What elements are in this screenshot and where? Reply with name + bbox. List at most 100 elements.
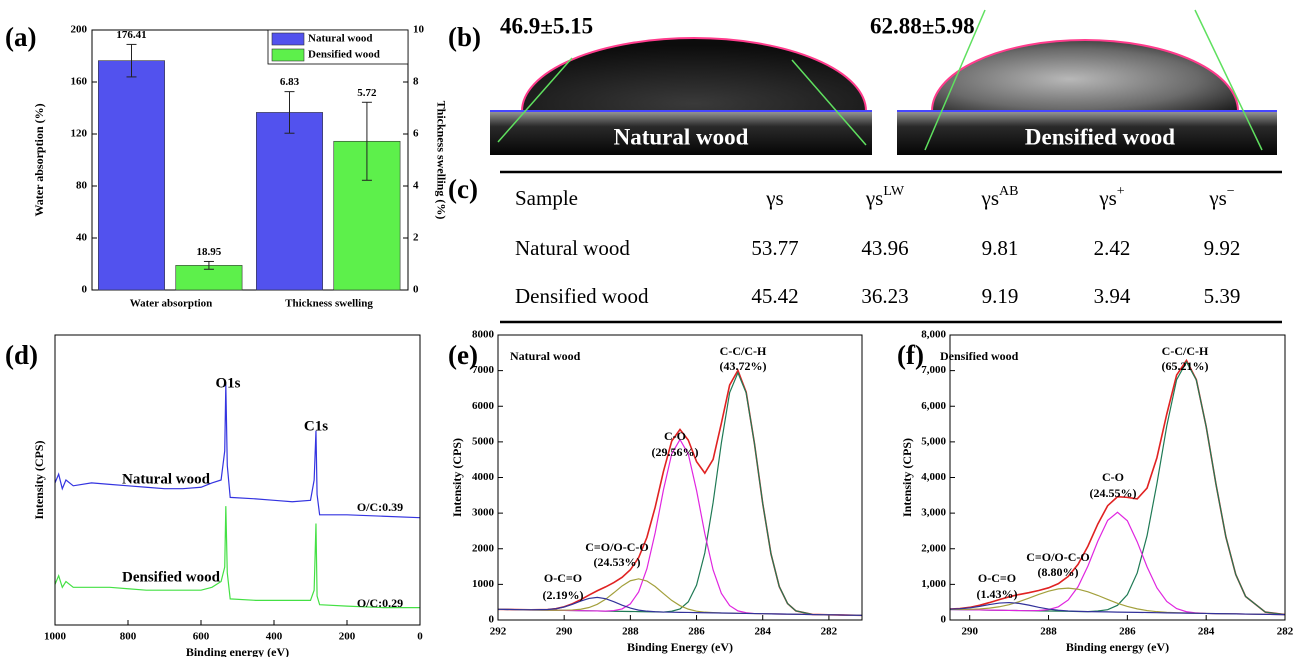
x-tick-label: 400 [266, 631, 283, 643]
series-label: Densified wood [122, 569, 221, 585]
y2-axis-label: Thickness swelling (%) [434, 101, 448, 220]
series-detail: (43.72%) [720, 359, 767, 373]
x-tick-label: 288 [1040, 626, 1057, 638]
series-detail: (24.55%) [1090, 486, 1137, 500]
y2-tick-label: 0 [413, 284, 419, 296]
y-tick-label: 3000 [472, 507, 495, 519]
series-detail: O/C:0.29 [357, 596, 403, 610]
legend-label: Densified wood [308, 49, 380, 61]
y-tick-label: 120 [71, 128, 88, 140]
x-tick-label: Thickness swelling [285, 298, 373, 310]
annotation: O1s [215, 375, 240, 391]
header-symbol: γs [1098, 186, 1116, 210]
header-symbol: γs [865, 186, 883, 210]
legend-swatch [272, 49, 304, 61]
series-label: C-O [664, 429, 686, 443]
y-tick-label: 7000 [472, 364, 495, 376]
table-cell: 36.23 [861, 284, 908, 308]
series-detail: (65.21%) [1162, 359, 1209, 373]
x-tick-label: 288 [622, 626, 639, 638]
y-tick-label: 2,000 [921, 542, 946, 554]
y-tick-label: 0 [489, 614, 495, 626]
table-cell: 43.96 [861, 236, 908, 260]
x-tick-label: 284 [754, 626, 771, 638]
panel-label: (c) [448, 174, 478, 204]
series-detail: (2.19%) [543, 588, 584, 602]
y-tick-label: 0 [941, 614, 947, 626]
value-label: 18.95 [197, 246, 222, 258]
annotation: Natural wood [510, 349, 581, 363]
header-superscript: − [1227, 184, 1235, 199]
table-header: γsAB [981, 184, 1019, 210]
table-cell: 45.42 [751, 284, 798, 308]
header-symbol: γs [1208, 186, 1226, 210]
y-tick-label: 8000 [472, 329, 495, 341]
y-tick-label: 200 [71, 24, 88, 36]
x-tick-label: 800 [120, 631, 137, 643]
y-tick-label: 160 [71, 76, 88, 88]
series-label: C-C/C-H [720, 344, 767, 358]
figure: (b) Natural wood 46.9±5.15 Densified woo… [0, 0, 1298, 657]
table-header: Sample [515, 186, 578, 210]
y-tick-label: 6,000 [921, 400, 946, 412]
panel-label: (a) [5, 22, 36, 52]
x-tick-label: 290 [961, 626, 978, 638]
table-cell: 3.94 [1094, 284, 1131, 308]
series-label: C=O/O-C-O [1026, 550, 1090, 564]
x-axis-label: Binding Energy (eV) [627, 640, 733, 654]
header-symbol: γs [981, 186, 999, 210]
y-tick-label: 2000 [472, 542, 495, 554]
table-cell: Densified wood [515, 284, 649, 308]
y-tick-label: 6000 [472, 400, 495, 412]
series-detail: (24.53%) [594, 555, 641, 569]
x-tick-label: 0 [417, 631, 423, 643]
table-header: γs− [1208, 184, 1234, 210]
contact-angle: 62.88±5.98 [870, 13, 975, 38]
value-label: 6.83 [280, 76, 300, 88]
y-tick-label: 4000 [472, 471, 495, 483]
legend-swatch [272, 33, 304, 45]
y-tick-label: 4,000 [921, 471, 946, 483]
x-tick-label: 286 [688, 626, 705, 638]
x-tick-label: 282 [1277, 626, 1294, 638]
x-tick-label: 1000 [44, 631, 67, 643]
series-detail: (8.80%) [1038, 565, 1079, 579]
x-axis-label: Binding energy (eV) [186, 645, 289, 657]
table-cell: 9.92 [1204, 236, 1241, 260]
series-label: O-C=O [544, 571, 582, 585]
x-tick-label: 292 [490, 626, 507, 638]
panel-label: (d) [5, 340, 38, 370]
table-cell: 9.19 [982, 284, 1019, 308]
y-tick-label: 7,000 [921, 364, 946, 376]
table-cell: 53.77 [751, 236, 798, 260]
y-axis-label: Intensity (CPS) [450, 438, 464, 517]
y-tick-label: 5,000 [921, 435, 946, 447]
series-label: C-O [1102, 470, 1124, 484]
series-label: C=O/O-C-O [585, 540, 649, 554]
y-axis-label: Intensity (CPS) [32, 440, 46, 519]
value-label: 176.41 [116, 29, 146, 41]
series-label: Natural wood [122, 471, 211, 487]
x-tick-label: 600 [193, 631, 210, 643]
table-header: γs [765, 186, 783, 210]
y-tick-label: 80 [76, 180, 88, 192]
y-tick-label: 5000 [472, 435, 495, 447]
y-tick-label: 0 [82, 284, 88, 296]
x-tick-label: 290 [556, 626, 573, 638]
image-caption: Natural wood [614, 124, 749, 149]
x-tick-label: 200 [339, 631, 356, 643]
series-label: O-C=O [978, 571, 1016, 585]
series-detail: (29.56%) [652, 445, 699, 459]
y-tick-label: 3,000 [921, 507, 946, 519]
data-line [55, 506, 420, 607]
y2-tick-label: 4 [413, 180, 419, 192]
table-cell: Natural wood [515, 236, 630, 260]
x-tick-label: 286 [1119, 626, 1136, 638]
bar [256, 112, 322, 290]
table-cell: 9.81 [982, 236, 1019, 260]
series-label: C-C/C-H [1162, 344, 1209, 358]
droplet-image: Natural wood [490, 38, 872, 155]
x-tick-label: Water absorption [130, 298, 213, 310]
x-axis-label: Binding energy (eV) [1066, 640, 1169, 654]
annotation: Densified wood [940, 349, 1019, 363]
